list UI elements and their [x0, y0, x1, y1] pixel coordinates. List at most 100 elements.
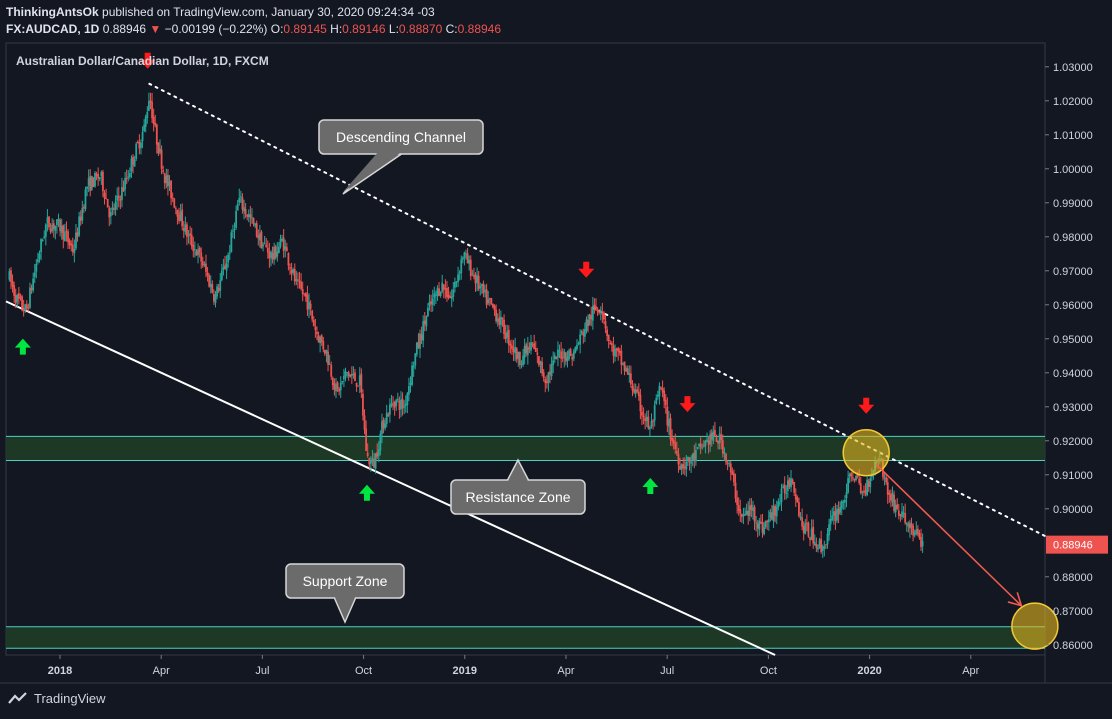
candle: [244, 208, 247, 214]
symbol-label[interactable]: FX:AUDCAD, 1D: [6, 22, 100, 36]
callout-box-1: [318, 119, 484, 155]
candle: [49, 229, 52, 232]
candle: [863, 491, 865, 493]
candle: [468, 259, 471, 264]
publisher-name[interactable]: ThinkingAntsOk: [6, 5, 99, 19]
chart-title: Australian Dollar/Canadian Dollar, 1D, F…: [16, 54, 269, 68]
candle: [572, 351, 575, 359]
candle: [184, 224, 187, 232]
candle: [270, 251, 272, 258]
candle: [561, 357, 564, 359]
candle: [103, 192, 106, 199]
candle: [333, 383, 336, 390]
callout-join-2: [507, 462, 529, 483]
tradingview-footer[interactable]: TradingView: [8, 690, 106, 706]
candle: [587, 320, 589, 326]
candle: [693, 452, 696, 460]
candle: [558, 350, 561, 352]
candle: [623, 361, 626, 371]
candle: [650, 420, 653, 427]
candle: [837, 509, 840, 515]
candle: [902, 512, 905, 514]
candles-group: [8, 92, 924, 558]
candle: [219, 280, 222, 291]
time-tick-label: Apr: [962, 665, 979, 677]
candle: [793, 482, 796, 493]
candle: [366, 452, 369, 456]
candle: [634, 389, 637, 394]
candle: [499, 316, 502, 325]
candle: [866, 479, 869, 496]
candle: [764, 520, 767, 528]
candle: [151, 101, 153, 119]
candle: [387, 414, 390, 417]
price-tick-label: 1.00000: [1053, 164, 1093, 176]
candle: [631, 386, 634, 391]
candle: [40, 239, 42, 253]
candle: [480, 284, 483, 286]
candle: [414, 353, 417, 366]
candle: [829, 518, 832, 525]
candle: [338, 388, 341, 392]
candle: [771, 512, 773, 520]
candle: [545, 381, 548, 384]
candle: [671, 438, 674, 442]
candle: [254, 223, 257, 226]
candle: [641, 411, 643, 416]
tradingview-brand: TradingView: [34, 690, 106, 706]
candle: [52, 223, 55, 230]
price-tick-label: 0.96000: [1053, 300, 1093, 312]
candle: [347, 372, 350, 377]
candle: [850, 472, 853, 477]
time-tick-label: 2018: [48, 665, 72, 677]
candle: [737, 505, 740, 511]
candle: [247, 214, 250, 218]
candle: [668, 419, 670, 427]
candle: [316, 331, 318, 335]
candle: [388, 404, 391, 415]
candle: [395, 399, 398, 407]
candle: [376, 451, 379, 457]
candle: [233, 229, 236, 231]
candle: [733, 473, 735, 483]
candle: [176, 209, 179, 217]
candle: [831, 515, 834, 521]
candle: [297, 279, 299, 281]
candle: [255, 223, 258, 237]
candle: [230, 232, 233, 253]
candle: [539, 361, 542, 365]
candle: [731, 471, 734, 475]
candle: [415, 342, 418, 355]
candle: [577, 343, 580, 345]
candle: [712, 431, 715, 441]
candle: [276, 251, 279, 257]
candle: [365, 428, 368, 451]
candle: [861, 491, 864, 493]
candle: [674, 442, 677, 450]
candle: [526, 346, 529, 356]
candle: [205, 263, 207, 272]
candle: [179, 211, 182, 222]
candle: [198, 247, 201, 253]
candle: [855, 476, 857, 481]
candle: [517, 351, 520, 359]
candle: [845, 492, 848, 499]
last-price-label: 0.88946: [1053, 540, 1093, 552]
candle: [755, 522, 758, 524]
candle: [461, 257, 464, 260]
candle: [584, 329, 586, 337]
candle: [108, 207, 111, 218]
candle: [916, 528, 919, 535]
candle: [805, 522, 808, 524]
candle: [224, 265, 226, 269]
candle: [29, 287, 31, 308]
candle: [35, 263, 38, 272]
candle: [672, 440, 675, 444]
candle: [625, 368, 628, 372]
candle: [726, 462, 729, 464]
candle: [704, 441, 707, 447]
candle: [514, 346, 517, 354]
green-up-arrow-icon-2: [358, 484, 375, 501]
price-tick-label: 1.01000: [1053, 130, 1093, 142]
